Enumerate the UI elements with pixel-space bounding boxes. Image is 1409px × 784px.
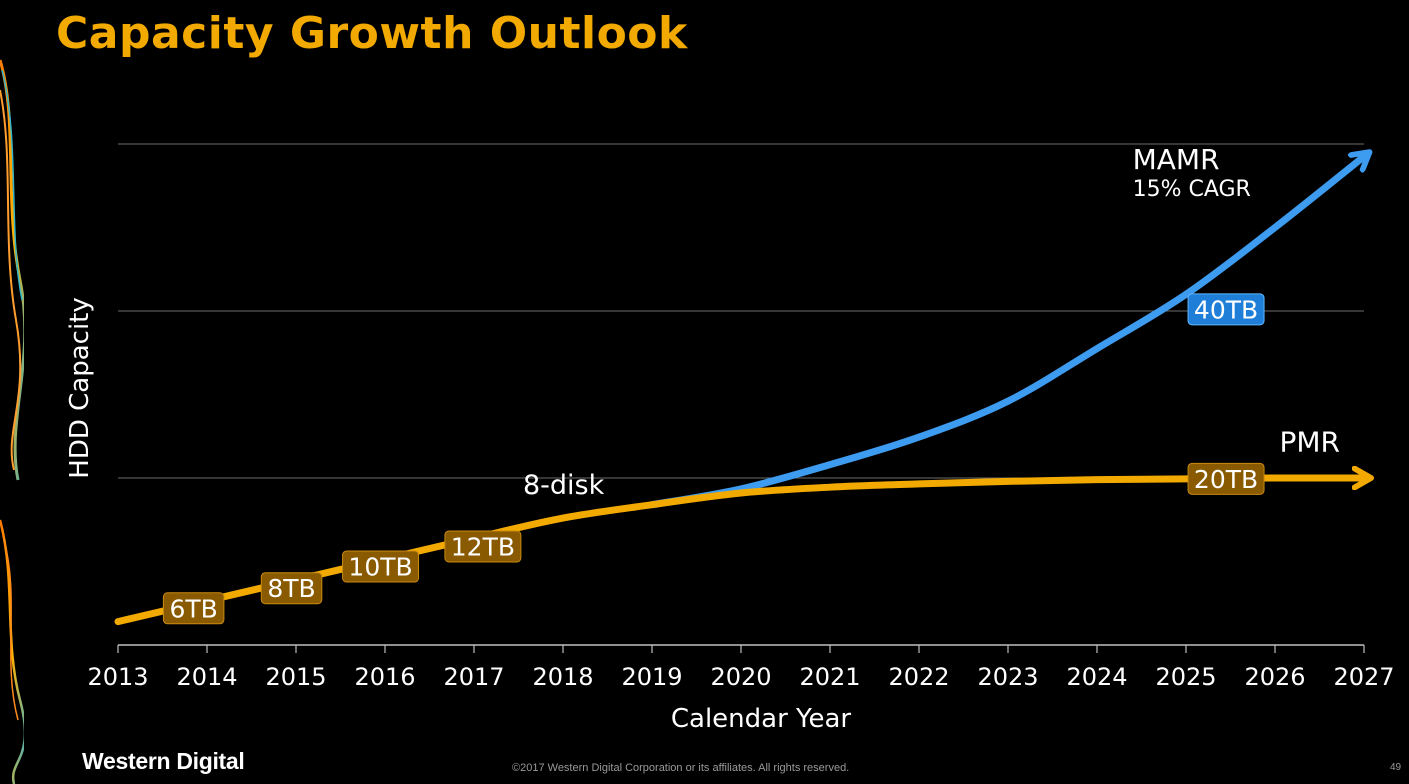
series-line-pmr — [114, 478, 1364, 626]
point-label-badge — [162, 592, 225, 625]
annotation-15-cagr: 15% CAGR — [1133, 177, 1251, 202]
series-line-mamr — [648, 157, 1364, 509]
x-tick-label-2017: 2017 — [443, 663, 504, 691]
western-digital-logo: Western Digital — [82, 748, 245, 774]
point-label-text: 6TB — [169, 594, 217, 623]
x-tick-label-2024: 2024 — [1066, 663, 1127, 691]
x-tick-label-2026: 2026 — [1244, 663, 1305, 691]
x-tick-label-2016: 2016 — [354, 663, 415, 691]
annotation-mamr: MAMR — [1133, 143, 1220, 176]
x-tick-label-2019: 2019 — [621, 663, 682, 691]
point-label-text: 8TB — [267, 574, 315, 603]
point-label-10tb: 10TB — [342, 550, 420, 583]
x-tick-label-2022: 2022 — [888, 663, 949, 691]
point-label-20tb: 20TB — [1187, 462, 1265, 495]
point-label-badge — [260, 572, 323, 605]
page-number: 49 — [1390, 762, 1402, 773]
point-label-8tb: 8TB — [260, 572, 323, 605]
point-label-6tb: 6TB — [162, 592, 225, 625]
annotation-pmr: PMR — [1279, 425, 1340, 458]
annotation-8-disk: 8-disk — [523, 470, 605, 501]
point-label-40tb: 40TB — [1187, 293, 1265, 326]
x-tick-label-2013: 2013 — [87, 663, 148, 691]
x-tick-label-2014: 2014 — [176, 663, 237, 691]
point-label-12tb: 12TB — [444, 530, 522, 563]
x-tick-label-2018: 2018 — [532, 663, 593, 691]
x-tick-label-2023: 2023 — [977, 663, 1038, 691]
slide-title: Capacity Growth Outlook — [56, 8, 688, 59]
point-label-text: 20TB — [1194, 465, 1258, 494]
y-axis-label: HDD Capacity — [65, 297, 95, 478]
x-tick-label-2021: 2021 — [799, 663, 860, 691]
point-label-text: 12TB — [451, 532, 515, 561]
point-label-badge — [342, 550, 420, 583]
point-label-badge — [444, 530, 522, 563]
point-label-badge — [1187, 462, 1265, 495]
copyright-notice: ©2017 Western Digital Corporation or its… — [512, 762, 850, 774]
decorative-flame-strip — [0, 59, 24, 784]
x-tick-label-2020: 2020 — [710, 663, 771, 691]
x-tick-label-2027: 2027 — [1333, 663, 1394, 691]
x-tick-label-2025: 2025 — [1155, 663, 1216, 691]
point-label-text: 10TB — [348, 553, 412, 582]
x-tick-label-2015: 2015 — [265, 663, 326, 691]
x-axis-label: Calendar Year — [671, 704, 852, 734]
point-label-text: 40TB — [1194, 295, 1258, 324]
point-label-badge — [1187, 293, 1265, 326]
